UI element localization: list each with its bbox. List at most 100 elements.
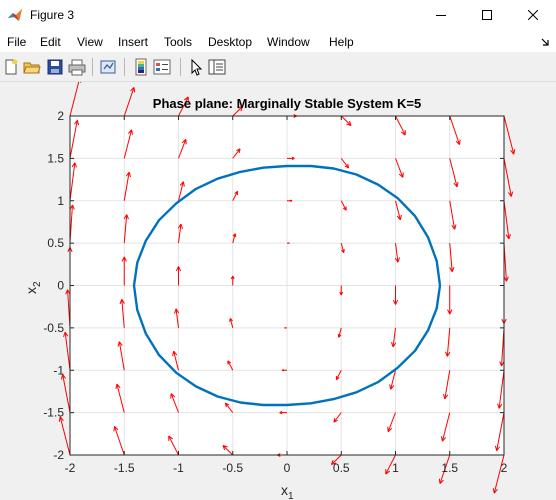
quiver-arrow (389, 370, 396, 390)
quiver-arrow (449, 200, 457, 230)
quiver-arrow (232, 233, 237, 244)
quiver-arrow (340, 200, 347, 211)
new-figure-icon[interactable] (2, 58, 20, 76)
quiver-arrow (60, 374, 71, 413)
y-tick-label: -0.5 (43, 321, 64, 335)
quiver-arrow (123, 214, 129, 244)
link-plot-icon[interactable] (99, 58, 117, 76)
quiver-arrow (494, 412, 505, 452)
quiver-arrow (69, 82, 82, 117)
menu-view[interactable]: View (77, 35, 103, 49)
matlab-logo-icon (8, 9, 22, 21)
save-icon[interactable] (46, 58, 64, 76)
y-tick-label: 0 (57, 279, 64, 293)
quiver-arrow (224, 402, 234, 413)
x-tick-label: -0.5 (222, 461, 243, 475)
quiver-arrow (449, 243, 455, 272)
close-button[interactable] (510, 0, 556, 30)
quiver-arrow (58, 416, 71, 456)
quiver-arrow (113, 426, 125, 456)
quiver-arrow (449, 115, 461, 145)
menu-edit[interactable]: Edit (40, 35, 61, 49)
quiver-arrow (340, 158, 350, 169)
quiver-arrow (123, 171, 131, 201)
legend-icon[interactable] (153, 58, 171, 76)
quiver-arrow (385, 454, 396, 475)
menu-insert[interactable]: Insert (118, 35, 149, 49)
quiver-arrow (287, 199, 293, 202)
quiver-arrow (395, 115, 406, 136)
menu-tools[interactable]: Tools (164, 35, 193, 49)
quiver-arrow (123, 129, 134, 159)
quiver-arrow (335, 370, 342, 381)
y-tick-label: 1 (57, 194, 64, 208)
pointer-icon[interactable] (187, 58, 205, 76)
quiver-arrow (443, 370, 451, 400)
toolbar-separator (180, 58, 181, 76)
trajectory (132, 164, 442, 407)
quiver-arrow (230, 275, 235, 286)
quiver-arrow (178, 138, 187, 159)
quiver-arrow (497, 370, 505, 409)
menu-window[interactable]: Window (267, 35, 310, 49)
quiver-arrow (392, 285, 399, 305)
toolbar-separator (92, 58, 93, 76)
y-tick-label: -1.5 (43, 406, 64, 420)
quiver-arrow (492, 454, 505, 494)
menu-help[interactable]: Help (329, 35, 354, 49)
print-icon[interactable] (68, 58, 86, 76)
quiver-arrow (333, 412, 342, 423)
quiver-arrow (65, 289, 71, 328)
quiver-arrow (337, 327, 342, 338)
y-axis-label: x2 (23, 281, 43, 294)
trajectory-line (132, 164, 442, 407)
quiver-arrow (177, 223, 184, 244)
quiver-arrow (503, 158, 514, 197)
menu-file[interactable]: File (7, 35, 27, 49)
minimize-button[interactable] (418, 0, 464, 30)
quiver-arrow (331, 454, 342, 466)
x-tick-label: 2 (501, 461, 508, 475)
quiver-arrow (287, 156, 295, 160)
quiver-arrow (395, 158, 404, 178)
quiver-arrow (449, 158, 459, 188)
plot-title: Phase plane: Marginally Stable System K=… (153, 96, 421, 111)
y-tick-label: -2 (53, 448, 64, 462)
quiver-arrow (173, 308, 180, 328)
x-tick-label: 0.5 (333, 461, 350, 475)
property-editor-icon[interactable] (208, 58, 226, 76)
quiver-arrow (394, 243, 401, 263)
quiver-arrow (287, 242, 290, 244)
quiver-arrow (279, 411, 287, 415)
quiver-arrow (69, 162, 77, 201)
quiver-arrow (178, 181, 185, 201)
quiver-arrow (119, 299, 125, 328)
x-tick-label: -2 (65, 461, 76, 475)
quiver-arrow (440, 412, 451, 442)
open-file-icon[interactable] (23, 58, 41, 76)
title-bar: Figure 3 (0, 0, 556, 30)
quiver-arrow (503, 243, 509, 282)
y-tick-label: 0.5 (47, 236, 64, 250)
quiver-arrow (340, 115, 352, 127)
quiver-arrow (395, 200, 402, 221)
quiver-arrow (339, 285, 344, 296)
quiver-arrow (170, 393, 179, 413)
menu-desktop[interactable]: Desktop (208, 35, 253, 49)
quiver-arrow (63, 331, 71, 371)
dock-arrow-icon[interactable] (540, 37, 550, 47)
quiver-arrow (438, 454, 451, 484)
y-tick-label: 2 (57, 109, 64, 123)
quiver-arrow (232, 105, 243, 117)
maximize-button[interactable] (464, 0, 510, 30)
quiver-arrow (69, 119, 80, 159)
quiver-arrow (121, 256, 127, 286)
quiver-arrow (222, 444, 234, 456)
quiver-arrow (168, 435, 179, 456)
phase-plane-plot[interactable]: Phase plane: Marginally Stable System K=… (0, 82, 556, 500)
x-tick-label: -1 (173, 461, 184, 475)
quiver-arrow (232, 148, 241, 159)
quiver-arrow (340, 243, 345, 253)
colorbar-icon[interactable] (132, 58, 150, 76)
toolbar (0, 52, 556, 82)
